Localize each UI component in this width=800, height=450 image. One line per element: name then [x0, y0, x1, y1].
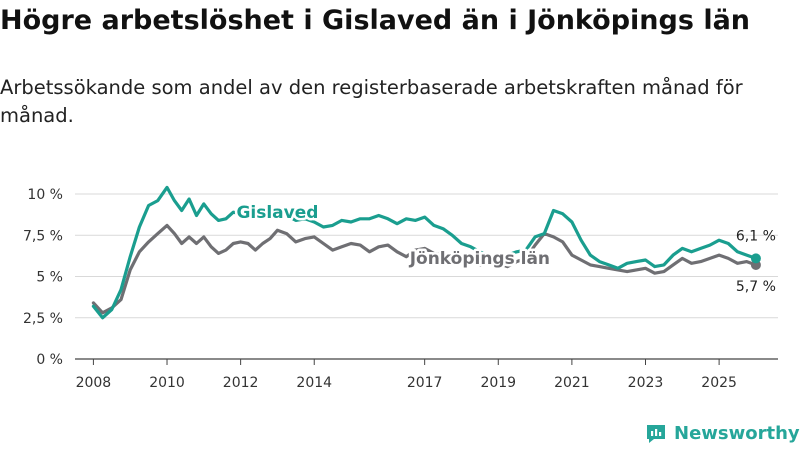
y-tick-label: 7,5 %	[23, 228, 63, 244]
end-value-label-jonkopings-lan: 5,7 %	[736, 279, 776, 295]
x-tick-label: 2021	[554, 375, 590, 391]
chart-subtitle: Arbetssökande som andel av den registerb…	[0, 76, 743, 127]
x-tick-label: 2008	[76, 375, 112, 391]
y-axis-ticks: 0 % 2,5 % 5 % 7,5 % 10 %	[23, 187, 63, 368]
x-tick-label: 2010	[149, 375, 185, 391]
x-tick-label: 2025	[701, 375, 737, 391]
x-tick-label: 2012	[223, 375, 259, 391]
x-axis-ticks: 2008 2010 2012 2014 2017 2019 2021 2023 2025	[76, 359, 737, 391]
gridlines	[75, 193, 778, 360]
x-tick-label: 2014	[296, 375, 332, 391]
end-value-label-gislaved: 6,1 %	[736, 228, 776, 244]
series-line-jonkopings-lan	[91, 223, 758, 315]
series-line-gislaved	[91, 185, 758, 320]
newsworthy-logo-icon	[647, 425, 665, 443]
y-tick-label: 10 %	[27, 187, 63, 203]
y-tick-label: 5 %	[36, 270, 63, 286]
newsworthy-logo: Newsworthy	[645, 420, 800, 446]
y-tick-label: 2,5 %	[23, 311, 63, 327]
end-point-gislaved	[750, 253, 761, 264]
series-labels: Gislaved Jönköpings län 6,1 % 5,7 %	[234, 200, 776, 295]
x-tick-label: 2023	[628, 375, 664, 391]
x-tick-label: 2017	[407, 375, 443, 391]
series-label-jonkopings-lan: Jönköpings län	[409, 249, 550, 269]
x-tick-label: 2019	[480, 375, 516, 391]
y-tick-label: 0 %	[36, 352, 63, 368]
series-label-gislaved: Gislaved	[236, 203, 318, 223]
series-lines	[91, 185, 761, 320]
brand-name: Newsworthy	[674, 422, 800, 444]
chart-title: Högre arbetslöshet i Gislaved än i Jönkö…	[0, 5, 751, 36]
